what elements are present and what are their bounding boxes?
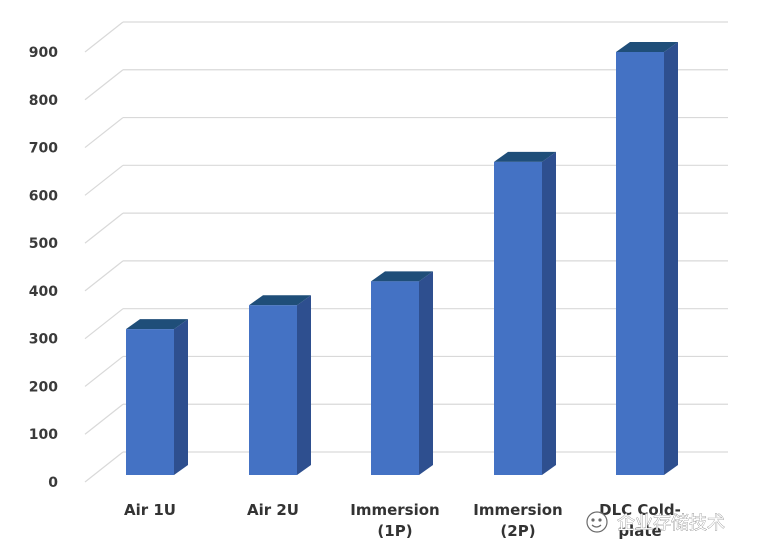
bar	[249, 295, 311, 475]
gridline-diagonal	[84, 355, 124, 387]
watermark-text: 企业存储技术	[617, 513, 725, 534]
y-tick-label: 300	[29, 332, 58, 348]
gridline-diagonal	[84, 21, 124, 53]
bar	[616, 42, 678, 475]
y-tick-label: 200	[29, 379, 58, 395]
bar-top	[371, 271, 433, 282]
bar-side	[174, 319, 188, 475]
gridline-diagonal	[84, 451, 124, 483]
x-tick-label: Air 1U	[124, 501, 176, 519]
y-tick-label: 600	[29, 188, 58, 204]
gridline-diagonal	[84, 117, 124, 149]
bar-side	[419, 271, 433, 475]
bar-top	[249, 295, 311, 306]
gridline-diagonal	[84, 69, 124, 101]
gridline-diagonal	[84, 260, 124, 292]
x-axis-labels: Air 1U Air 2U Immersion (1P) Immersion (2P) DL…	[124, 501, 681, 540]
wechat-icon	[586, 511, 608, 533]
bar-front	[494, 161, 542, 475]
bar-top	[494, 151, 556, 162]
bar	[494, 151, 556, 475]
gridline-diagonal	[84, 212, 124, 244]
y-tick-label: 400	[29, 284, 58, 300]
bars	[126, 42, 678, 475]
gridline-diagonal	[84, 308, 124, 340]
bar-top	[126, 319, 188, 330]
y-tick-label: 900	[29, 45, 58, 61]
gridline-diagonal	[84, 403, 124, 435]
bar-side	[542, 151, 556, 475]
bar-side	[297, 295, 311, 475]
bar-side	[664, 42, 678, 475]
bar-top	[616, 42, 678, 52]
y-tick-label: 500	[29, 236, 58, 252]
x-tick-label: Immersion (1P)	[350, 501, 439, 540]
y-axis-ticks: 0 100 200 300 400 500 600 700 800 900	[29, 45, 58, 491]
bar-front	[616, 52, 664, 475]
watermark: 企业存储技术	[586, 511, 725, 534]
x-tick-label: Immersion (2P)	[473, 501, 562, 540]
y-tick-label: 800	[29, 93, 58, 109]
x-tick-label: DLC Cold-plate	[599, 501, 681, 540]
bar-front	[249, 305, 297, 475]
bar-front	[371, 281, 419, 475]
y-tick-label: 100	[29, 427, 58, 443]
bar	[126, 319, 188, 475]
gridline-diagonal	[84, 164, 124, 196]
x-tick-label: Air 2U	[247, 501, 299, 519]
y-tick-label: 0	[48, 475, 58, 491]
y-tick-label: 700	[29, 141, 58, 157]
bar	[371, 271, 433, 475]
bar-front	[126, 329, 174, 475]
